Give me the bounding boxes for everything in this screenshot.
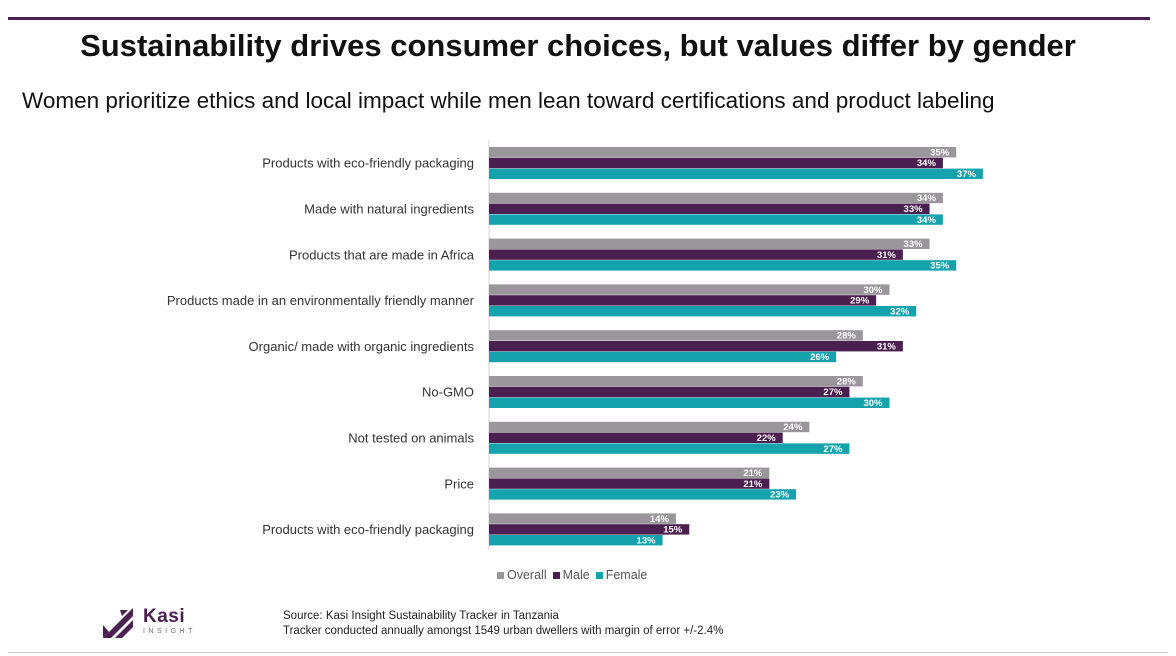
data-label-female-8: 23% (770, 490, 790, 501)
data-label-male-2: 33% (904, 204, 924, 215)
data-label-overall-8: 21% (743, 468, 763, 479)
bar-overall-9 (489, 513, 676, 524)
data-label-female-5: 26% (810, 352, 830, 363)
kasi-logo-mark-icon (103, 608, 133, 638)
data-label-female-6: 30% (863, 398, 883, 409)
source-line-1: Source: Kasi Insight Sustainability Trac… (283, 610, 559, 622)
data-label-female-1: 37% (957, 169, 977, 180)
bar-male-5 (489, 341, 903, 352)
data-label-overall-7: 24% (783, 422, 803, 433)
bar-male-4 (489, 295, 877, 306)
data-label-male-3: 31% (877, 250, 897, 261)
source-note: Source: Kasi Insight Sustainability Trac… (283, 609, 723, 639)
bar-male-2 (489, 203, 930, 214)
bar-overall-5 (489, 330, 863, 341)
top-divider (8, 17, 1150, 20)
data-label-female-7: 27% (823, 444, 843, 455)
data-label-male-5: 31% (877, 341, 897, 352)
data-label-female-4: 32% (890, 306, 910, 317)
legend-label-female: Female (605, 568, 648, 582)
legend-item-female: Female (595, 568, 648, 582)
bar-male-8 (489, 478, 770, 489)
category-label-products-with-eco-friendly-packaging: Products with eco-friendly packaging (262, 522, 474, 537)
category-label-not-tested-on-animals: Not tested on animals (348, 431, 474, 446)
bottom-divider (8, 652, 1168, 653)
bar-overall-4 (489, 284, 890, 295)
bar-female-1 (489, 168, 983, 179)
logo-name: Kasi (143, 606, 186, 627)
category-label-products-made-in-an-environmentally-friendly-manner: Products made in an environmentally frie… (167, 293, 475, 308)
bar-male-6 (489, 386, 850, 398)
bar-female-3 (489, 260, 957, 271)
bar-overall-2 (489, 192, 943, 204)
bar-overall-8 (489, 467, 770, 478)
bar-female-4 (489, 306, 917, 317)
bar-chart: Products with eco-friendly packaging35%3… (167, 140, 983, 550)
category-label-made-with-natural-ingredients: Made with natural ingredients (304, 202, 474, 217)
bar-female-9 (489, 535, 663, 546)
data-label-overall-2: 34% (917, 193, 937, 204)
data-label-male-1: 34% (917, 158, 937, 169)
chart-legend: Overall Male Female (497, 568, 653, 582)
source-line-2: Tracker conducted annually amongst 1549 … (283, 625, 724, 637)
bar-male-1 (489, 157, 943, 169)
bar-female-2 (489, 214, 943, 225)
bar-overall-6 (489, 376, 863, 387)
category-label-products-with-eco-friendly-packaging: Products with eco-friendly packaging (262, 156, 474, 171)
legend-label-overall: Overall (507, 568, 547, 582)
bar-female-8 (489, 489, 797, 500)
data-label-male-7: 22% (757, 433, 777, 444)
category-label-price: Price (444, 476, 474, 491)
data-label-overall-4: 30% (863, 285, 883, 296)
data-label-male-6: 27% (823, 387, 843, 398)
data-label-female-3: 35% (930, 261, 950, 272)
data-label-female-9: 13% (637, 535, 657, 546)
legend-swatch-female (595, 571, 603, 579)
logo-tagline: INSIGHT (143, 628, 196, 635)
category-label-organic-made-with-organic-ingredients: Organic/ made with organic ingredients (249, 339, 475, 354)
bar-overall-3 (489, 238, 930, 249)
bar-overall-1 (489, 147, 957, 158)
legend-swatch-overall (497, 571, 504, 579)
data-label-overall-6: 28% (837, 376, 857, 387)
bar-female-5 (489, 351, 837, 363)
bar-female-6 (489, 397, 890, 408)
data-label-male-8: 21% (743, 479, 763, 490)
data-label-male-9: 15% (663, 525, 683, 536)
data-label-overall-1: 35% (930, 147, 950, 158)
bar-overall-7 (489, 421, 810, 433)
legend-swatch-male (552, 571, 560, 579)
chart-subtitle: Women prioritize ethics and local impact… (22, 88, 995, 113)
data-label-overall-5: 28% (837, 331, 857, 342)
bar-female-7 (489, 443, 850, 454)
kasi-logo: Kasi INSIGHT (102, 607, 196, 639)
chart-title: Sustainability drives consumer choices, … (80, 28, 1076, 63)
legend-item-overall: Overall (497, 568, 547, 582)
data-label-male-4: 29% (850, 296, 870, 307)
data-label-overall-9: 14% (650, 514, 670, 525)
data-label-female-2: 34% (917, 215, 937, 226)
bar-male-9 (489, 524, 690, 535)
category-label-no-gmo: No-GMO (422, 385, 474, 400)
bar-male-3 (489, 249, 903, 260)
bar-male-7 (489, 432, 783, 443)
legend-label-male: Male (562, 568, 590, 582)
category-label-products-that-are-made-in-africa: Products that are made in Africa (289, 247, 475, 262)
legend-item-male: Male (552, 568, 590, 582)
data-label-overall-3: 33% (904, 239, 924, 250)
